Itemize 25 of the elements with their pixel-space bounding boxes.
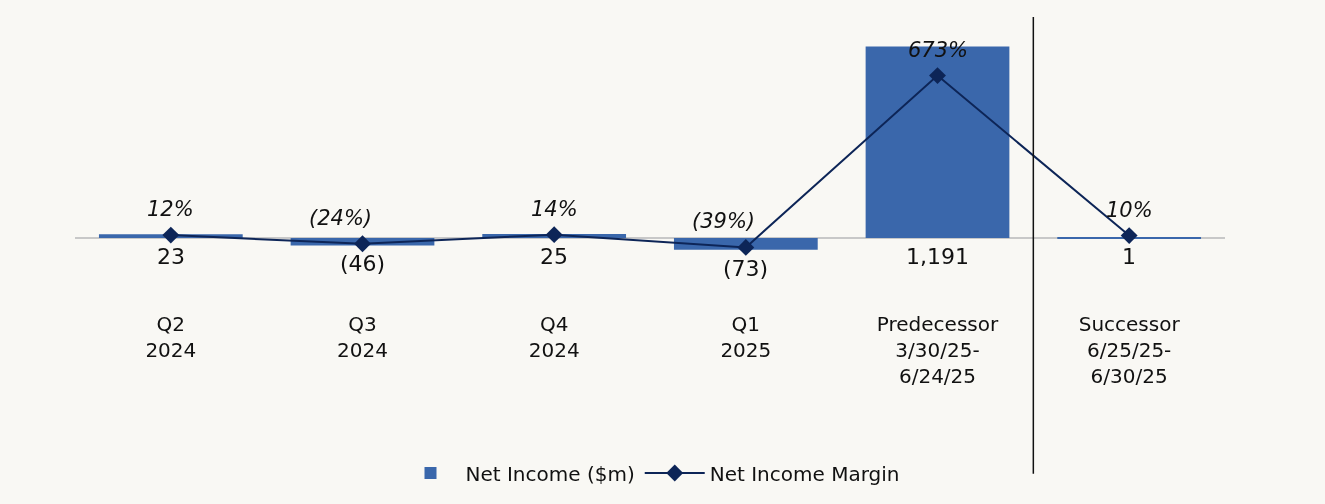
x-tick-label: Q4 2024 <box>528 312 580 362</box>
x-tick-label: Q3 2024 <box>337 312 388 362</box>
x-tick-label: Predecessor 3/30/25- 6/24/25 <box>876 312 999 388</box>
point <box>354 235 371 253</box>
data-label: 1,191 <box>906 244 969 269</box>
point <box>162 226 180 244</box>
data-label: 25 <box>540 244 568 269</box>
legend-label: Net Income Margin <box>709 461 900 486</box>
point <box>1120 227 1138 245</box>
data-label: 10% <box>1106 198 1153 222</box>
data-label: 1 <box>1122 244 1136 269</box>
data-label: (39%) <box>692 209 756 233</box>
data-label: 12% <box>147 197 194 221</box>
x-tick-label: Q1 2025 <box>720 312 772 362</box>
data-label: (24%) <box>309 206 373 230</box>
data-label: 23 <box>157 244 185 269</box>
x-tick-label: Successor 6/25/25- 6/30/25 <box>1078 312 1181 388</box>
x-tick-label: Q2 2024 <box>145 312 197 362</box>
data-label: (73) <box>723 256 769 281</box>
legend-label: Net Income ($m) <box>465 461 635 486</box>
point <box>545 226 563 244</box>
data-label: (46) <box>340 251 386 276</box>
point <box>737 238 755 256</box>
point <box>929 67 946 85</box>
data-label: 14% <box>531 197 578 221</box>
